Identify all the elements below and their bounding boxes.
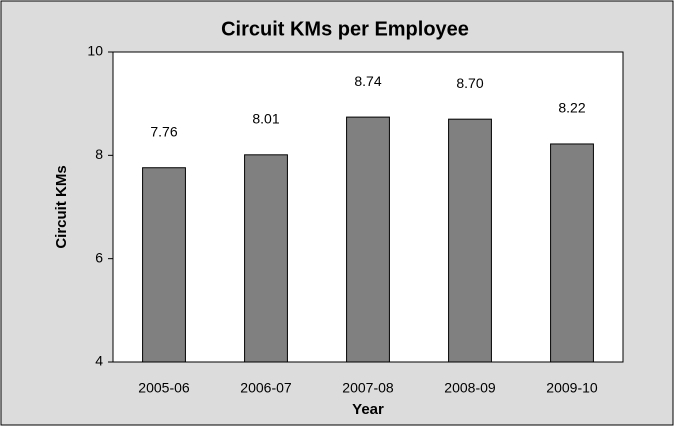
- value-label: 8.70: [456, 75, 483, 91]
- value-label: 8.22: [558, 100, 585, 116]
- value-label: 8.01: [252, 111, 279, 127]
- value-label: 8.74: [354, 73, 381, 89]
- x-tick-label: 2009-10: [546, 380, 598, 396]
- y-tick-label: 6: [95, 249, 103, 265]
- bar: [346, 116, 390, 363]
- x-axis-title: Year: [352, 401, 384, 418]
- y-tick-label: 4: [95, 353, 103, 369]
- y-axis-title: Circuit KMs: [53, 165, 70, 248]
- bar: [244, 154, 288, 363]
- x-tick-label: 2006-07: [240, 380, 292, 396]
- chart-title: Circuit KMs per Employee: [221, 18, 469, 40]
- value-label: 7.76: [150, 123, 177, 139]
- bar: [448, 118, 492, 363]
- y-tick-label: 10: [87, 43, 103, 59]
- bar: [142, 167, 186, 363]
- x-tick-label: 2008-09: [444, 380, 496, 396]
- y-tick-label: 8: [95, 146, 103, 162]
- bar: [550, 143, 594, 363]
- x-tick-label: 2007-08: [342, 380, 394, 396]
- x-tick-label: 2005-06: [138, 380, 190, 396]
